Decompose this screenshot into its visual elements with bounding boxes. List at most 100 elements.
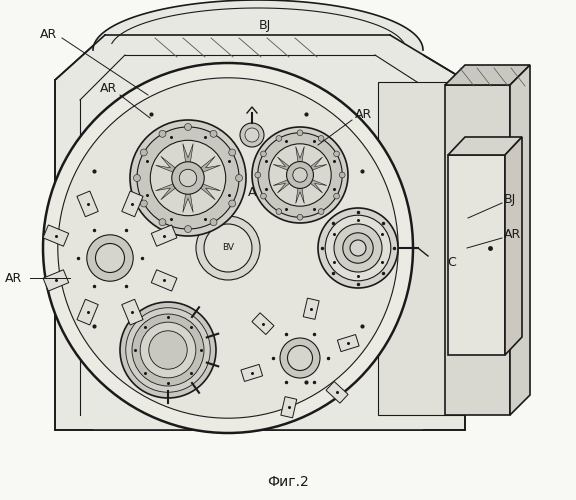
Text: AR: AR bbox=[504, 228, 521, 241]
Circle shape bbox=[269, 144, 331, 206]
Polygon shape bbox=[448, 155, 505, 355]
Circle shape bbox=[240, 123, 264, 147]
Circle shape bbox=[210, 130, 217, 138]
Circle shape bbox=[318, 208, 324, 214]
Polygon shape bbox=[43, 270, 69, 291]
Circle shape bbox=[204, 224, 252, 272]
Polygon shape bbox=[43, 225, 69, 246]
Circle shape bbox=[126, 308, 210, 392]
Circle shape bbox=[130, 120, 246, 236]
Text: AR: AR bbox=[40, 28, 57, 42]
Circle shape bbox=[184, 124, 191, 130]
Polygon shape bbox=[156, 156, 188, 178]
Circle shape bbox=[120, 302, 216, 398]
Text: C: C bbox=[447, 256, 456, 268]
Circle shape bbox=[141, 149, 147, 156]
Polygon shape bbox=[183, 178, 193, 212]
Polygon shape bbox=[188, 178, 221, 200]
Polygon shape bbox=[77, 300, 98, 325]
Polygon shape bbox=[505, 137, 522, 355]
Circle shape bbox=[287, 346, 313, 370]
Circle shape bbox=[255, 172, 260, 178]
Polygon shape bbox=[281, 396, 297, 418]
Polygon shape bbox=[326, 382, 348, 403]
Circle shape bbox=[343, 233, 373, 263]
Circle shape bbox=[287, 162, 313, 188]
Circle shape bbox=[276, 208, 282, 214]
Circle shape bbox=[132, 314, 204, 386]
Polygon shape bbox=[273, 175, 300, 193]
Polygon shape bbox=[188, 156, 221, 178]
Circle shape bbox=[318, 208, 398, 288]
Circle shape bbox=[196, 216, 260, 280]
Circle shape bbox=[276, 136, 282, 141]
Polygon shape bbox=[151, 270, 177, 291]
Polygon shape bbox=[303, 298, 319, 320]
Polygon shape bbox=[510, 65, 530, 415]
Circle shape bbox=[137, 127, 239, 229]
Circle shape bbox=[318, 136, 324, 141]
Polygon shape bbox=[445, 65, 530, 85]
Text: AR: AR bbox=[5, 272, 22, 284]
Polygon shape bbox=[295, 146, 304, 175]
Circle shape bbox=[334, 193, 339, 199]
Polygon shape bbox=[151, 225, 177, 246]
Polygon shape bbox=[122, 191, 143, 216]
Circle shape bbox=[334, 224, 382, 272]
Circle shape bbox=[149, 331, 187, 369]
Circle shape bbox=[58, 78, 398, 418]
Circle shape bbox=[260, 151, 266, 157]
Polygon shape bbox=[241, 364, 263, 382]
Circle shape bbox=[134, 174, 141, 182]
Circle shape bbox=[43, 63, 413, 433]
Text: Фиг.2: Фиг.2 bbox=[267, 475, 309, 489]
Circle shape bbox=[339, 172, 345, 178]
Text: A: A bbox=[248, 186, 256, 198]
Circle shape bbox=[140, 322, 196, 378]
Circle shape bbox=[150, 140, 226, 216]
Circle shape bbox=[87, 235, 133, 281]
Polygon shape bbox=[252, 313, 274, 334]
Circle shape bbox=[229, 149, 236, 156]
Polygon shape bbox=[338, 334, 359, 351]
Polygon shape bbox=[445, 85, 510, 415]
Circle shape bbox=[245, 128, 259, 142]
Polygon shape bbox=[77, 191, 98, 216]
Circle shape bbox=[293, 168, 307, 182]
Polygon shape bbox=[273, 157, 300, 175]
Polygon shape bbox=[55, 35, 465, 430]
Circle shape bbox=[257, 133, 342, 217]
Circle shape bbox=[159, 130, 166, 138]
Circle shape bbox=[297, 214, 303, 220]
Circle shape bbox=[280, 338, 320, 378]
Text: BV: BV bbox=[222, 244, 234, 252]
Circle shape bbox=[236, 174, 242, 182]
Circle shape bbox=[325, 215, 391, 281]
Circle shape bbox=[184, 226, 191, 232]
Circle shape bbox=[159, 218, 166, 226]
Circle shape bbox=[252, 127, 348, 223]
Polygon shape bbox=[156, 178, 188, 200]
Polygon shape bbox=[378, 82, 465, 415]
Circle shape bbox=[260, 193, 266, 199]
Polygon shape bbox=[295, 175, 304, 204]
Polygon shape bbox=[183, 144, 193, 178]
Circle shape bbox=[172, 162, 204, 194]
Polygon shape bbox=[300, 157, 327, 175]
Text: AR: AR bbox=[100, 82, 118, 94]
Text: BJ: BJ bbox=[504, 194, 516, 206]
Circle shape bbox=[179, 170, 196, 186]
Polygon shape bbox=[122, 300, 143, 325]
Circle shape bbox=[297, 130, 303, 136]
Polygon shape bbox=[300, 175, 327, 193]
Circle shape bbox=[334, 151, 339, 157]
Text: BJ: BJ bbox=[259, 18, 271, 32]
Circle shape bbox=[210, 218, 217, 226]
Circle shape bbox=[96, 244, 124, 272]
Text: AR: AR bbox=[355, 108, 372, 122]
Circle shape bbox=[350, 240, 366, 256]
Circle shape bbox=[229, 200, 236, 207]
Circle shape bbox=[141, 200, 147, 207]
Polygon shape bbox=[448, 137, 522, 155]
Polygon shape bbox=[93, 0, 423, 430]
